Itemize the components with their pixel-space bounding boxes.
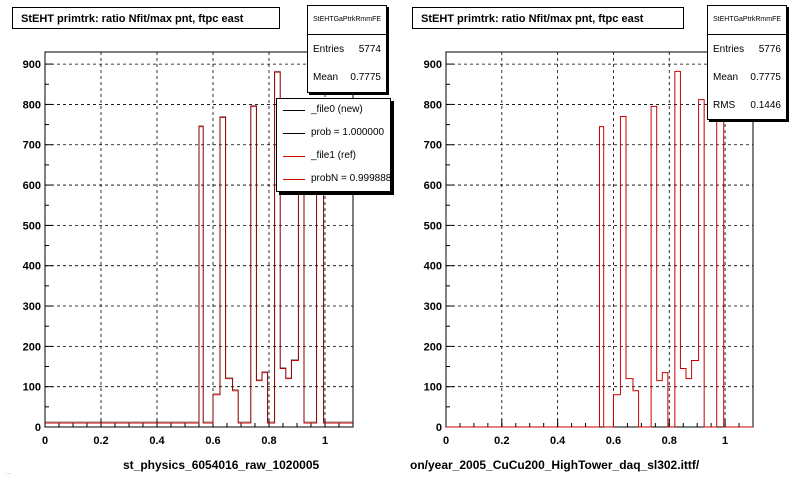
y-tick-label: 0	[436, 422, 442, 434]
legend-entry: prob = 1.000000	[277, 122, 390, 145]
right-stats-rms: RMS 0.1446	[708, 91, 786, 119]
left-stats-entries: Entries 5774	[308, 35, 386, 63]
y-tick-label: 800	[424, 99, 442, 111]
legend-entry: _file0 (new)	[277, 99, 390, 122]
right-chart-title: StEHT primtrk: ratio Nfit/max pnt, ftpc …	[412, 7, 684, 29]
y-tick-label: 100	[424, 382, 442, 394]
y-tick-label: 300	[424, 301, 442, 313]
y-tick-label: 300	[23, 301, 41, 313]
y-tick-label: 400	[424, 261, 442, 273]
x-tick-label: 0.2	[93, 435, 108, 447]
legend-text: probN = 0.999888	[311, 173, 391, 184]
left-mean-label: Mean	[313, 72, 339, 83]
y-tick-label: 900	[424, 59, 442, 71]
y-tick-label: 700	[424, 140, 442, 152]
left-stats-title: StEHTGaPtrkRmmFE	[308, 6, 386, 35]
y-tick-label: 600	[424, 180, 442, 192]
y-tick-label: 600	[23, 180, 41, 192]
right-mean-value: 0.7775	[750, 72, 781, 83]
y-tick-label: 800	[23, 99, 41, 111]
left-legend: _file0 (new) prob = 1.000000 _file1 (ref…	[276, 98, 391, 192]
y-tick-label: 100	[23, 382, 41, 394]
y-tick-label: 900	[23, 59, 41, 71]
right-rms-value: 0.1446	[750, 100, 781, 111]
right-stats-mean: Mean 0.7775	[708, 63, 786, 91]
legend-entry: _file1 (ref)	[277, 145, 390, 168]
y-tick-label: 500	[424, 220, 442, 232]
x-tick-label: 0.8	[662, 435, 677, 447]
y-tick-label: 200	[424, 341, 442, 353]
y-tick-label: 0	[35, 422, 41, 434]
right-entries-label: Entries	[713, 44, 745, 55]
left-entries-label: Entries	[313, 44, 345, 55]
right-mean-label: Mean	[713, 72, 739, 83]
x-tick-label: 0.2	[494, 435, 509, 447]
left-stats-mean: Mean 0.7775	[308, 63, 386, 91]
right-entries-value: 5776	[758, 44, 781, 55]
x-tick-label: 1	[322, 435, 328, 447]
legend-text: prob = 1.000000	[311, 127, 385, 138]
left-chart-title: StEHT primtrk: ratio Nfit/max pnt, ftpc …	[12, 7, 280, 29]
right-stats-box: StEHTGaPtrkRmmFE Entries 5776 Mean 0.777…	[707, 5, 787, 120]
left-x-caption: st_physics_6054016_raw_1020005	[123, 458, 320, 472]
left-entries-value: 5774	[358, 44, 381, 55]
x-tick-label: 0.4	[149, 435, 165, 447]
x-tick-label: 0.8	[261, 435, 276, 447]
x-tick-label: 1	[722, 435, 728, 447]
right-stats-title: StEHTGaPtrkRmmFE	[708, 6, 786, 35]
right-rms-label: RMS	[713, 100, 736, 111]
footer-text: ...	[6, 470, 12, 476]
y-tick-label: 500	[23, 220, 41, 232]
y-tick-label: 200	[23, 341, 41, 353]
x-tick-label: 0.4	[550, 435, 566, 447]
right-stats-entries: Entries 5776	[708, 35, 786, 63]
x-tick-label: 0	[443, 435, 449, 447]
y-tick-label: 400	[23, 261, 41, 273]
x-tick-label: 0.6	[606, 435, 621, 447]
left-stats-box: StEHTGaPtrkRmmFE Entries 5774 Mean 0.777…	[307, 5, 387, 93]
x-tick-label: 0.6	[205, 435, 220, 447]
legend-text: _file0 (new)	[311, 104, 363, 115]
x-tick-label: 0	[42, 435, 48, 447]
y-tick-label: 700	[23, 140, 41, 152]
legend-entry: probN = 0.999888	[277, 168, 390, 191]
left-mean-value: 0.7775	[350, 72, 381, 83]
right-x-caption: on/year_2005_CuCu200_HighTower_daq_sl302…	[410, 458, 700, 472]
histogram-ref-series	[446, 70, 753, 428]
legend-text: _file1 (ref)	[311, 150, 357, 161]
